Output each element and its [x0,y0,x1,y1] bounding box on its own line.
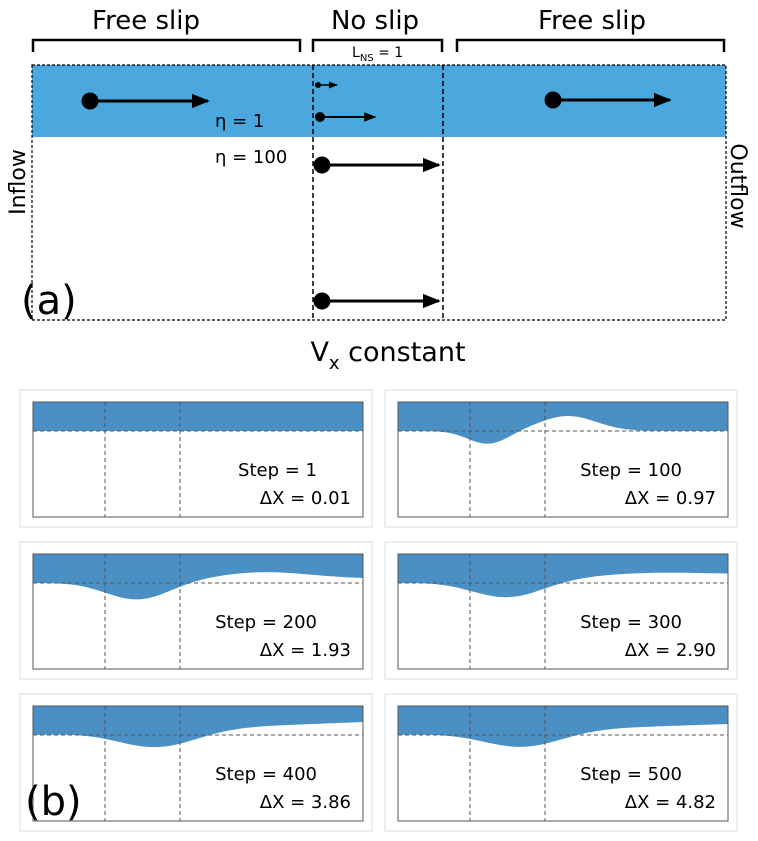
lns-label: LNS = 1 [352,45,403,64]
dx-label: ΔX = 1.93 [260,640,351,661]
step-label: Step = 100 [580,460,682,481]
upper-layer [398,554,728,598]
upper-layer [398,706,728,747]
plot-frame [32,705,364,822]
plot-frame [32,553,364,670]
label: No slip [331,6,419,36]
plot-frame [397,401,729,518]
panel-frame [384,693,738,832]
plot-frame [397,553,729,670]
eta-label: η = 100 [215,147,287,168]
upper-layer [33,402,363,431]
panel-frame [19,541,373,680]
panel-frame [384,389,738,528]
panel-b: Step = 1 ΔX = 0.01 Step = 100 ΔX = 0.97 Step… [19,389,738,832]
panel-frame [19,389,373,528]
bracket [455,38,726,52]
dx-label: ΔX = 2.90 [625,640,716,661]
outflow-label: Outflow [725,143,750,228]
dx-label: ΔX = 0.01 [260,488,351,509]
step-label: Step = 200 [215,612,317,633]
upper-layer [33,554,363,600]
panel-frame [384,541,738,680]
dx-label: ΔX = 4.82 [625,792,716,813]
dx-label: ΔX = 3.86 [260,792,351,813]
step-label: Step = 400 [215,764,317,785]
panel-label: (b) [25,779,82,825]
panel-frame [19,693,373,832]
vx-label: Vx constant [310,337,465,374]
inflow-label: Inflow [6,149,31,215]
label: Free slip [538,6,646,36]
label: Free slip [92,6,200,36]
upper-layer [398,402,728,444]
plot-frame [32,401,364,518]
panel-label: (a) [21,278,77,324]
upper-layer [33,706,363,748]
plot-frame [397,705,729,822]
arrows [81,81,672,310]
step-label: Step = 300 [580,612,682,633]
dx-label: ΔX = 0.97 [625,488,716,509]
bracket [31,38,302,52]
step-label: Step = 500 [580,764,682,785]
bracket [311,38,444,52]
eta-label: η = 1 [215,111,264,132]
step-label: Step = 1 [238,460,317,481]
domain-box [31,64,727,321]
